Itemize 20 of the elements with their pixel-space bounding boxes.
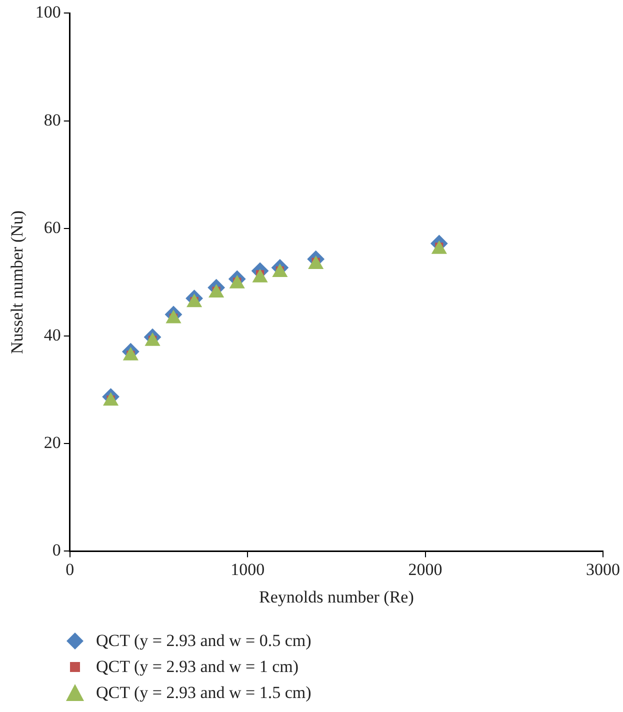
legend-label: QCT (y = 2.93 and w = 1 cm) xyxy=(96,657,299,677)
x-tick-label: 0 xyxy=(66,560,74,579)
y-axis-title: Nusselt number (Nu) xyxy=(8,210,27,354)
y-tick-label: 60 xyxy=(44,218,61,237)
y-tick-label: 80 xyxy=(44,110,61,130)
legend-label: QCT (y = 2.93 and w = 0.5 cm) xyxy=(96,631,312,651)
y-tick-label: 20 xyxy=(44,433,61,452)
legend-label: QCT (y = 2.93 and w = 1.5 cm) xyxy=(96,683,312,703)
point xyxy=(186,294,202,308)
x-tick-label: 3000 xyxy=(586,560,620,579)
x-tick-label: 2000 xyxy=(408,560,442,579)
y-tick-label: 40 xyxy=(44,325,61,344)
point xyxy=(145,332,160,346)
x-tick-label: 1000 xyxy=(230,560,265,579)
point xyxy=(123,347,138,360)
y-tick-label: 0 xyxy=(52,540,61,560)
point xyxy=(103,392,118,406)
x-axis-title: Reynolds number (Re) xyxy=(259,587,414,606)
point xyxy=(166,310,181,324)
y-tick-label: 100 xyxy=(35,2,61,22)
